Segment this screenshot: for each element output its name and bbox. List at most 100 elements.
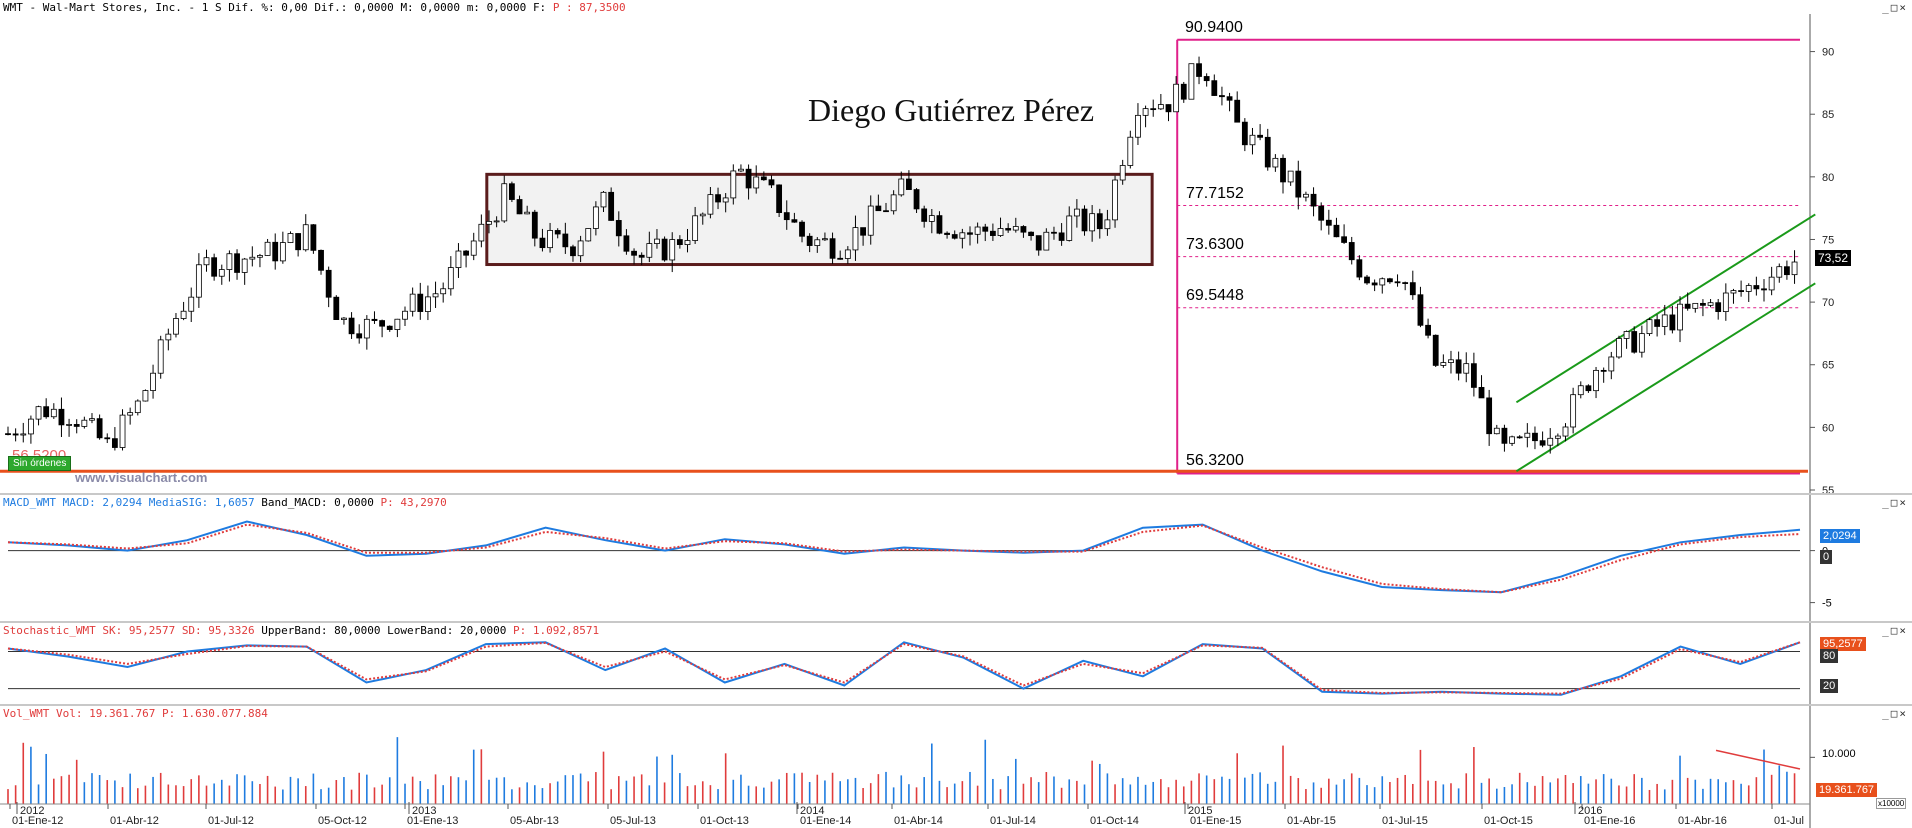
macd-panel[interactable]: MACD_WMT MACD: 2,0294 MediaSIG: 1,6057 B… [0,495,1912,621]
candle-body [791,219,798,223]
price-chart[interactable]: 55 60 65 70 75 80 85 90 [0,0,1912,493]
volume-window-buttons[interactable]: _□× [1882,707,1908,720]
macd-chart[interactable]: -5 0 [0,495,1912,621]
volume-value-tag: 19.361.767 [1816,783,1878,797]
candle-body [455,250,462,268]
orders-badge[interactable]: Sin órdenes [8,456,72,471]
volume-chart[interactable]: 01-Ene-12 01-Abr-12 01-Jul-12 05-Oct-12 01-E… [0,706,1912,828]
candle-body [936,215,943,234]
candle-body [409,293,416,312]
candle-body [333,296,340,320]
candle-body [654,238,660,244]
candle-body [447,267,454,290]
series-line-sd [7,641,1801,695]
candle-body [287,233,294,243]
candle-body [272,241,279,262]
candle-body [1142,108,1149,116]
candle-body [1722,292,1729,313]
candle-body [1196,63,1202,77]
candle-body [5,433,11,436]
candle-body [1707,302,1714,306]
candle-body [539,237,546,249]
candle-body [264,241,271,256]
candle-body [1089,213,1096,232]
candle-body [852,227,859,251]
candle-body [417,293,424,312]
candle-body [1738,290,1745,292]
candle-body [997,228,1004,236]
candle-body [707,194,714,215]
macd-window-buttons[interactable]: _□× [1882,496,1908,509]
candle-body [1073,208,1080,217]
price-panel[interactable]: WMT - Wal-Mart Stores, Inc. - 1 S Dif. %… [0,0,1912,493]
candle-body [1669,314,1676,331]
candle-body [516,199,523,215]
candle-body [669,239,676,261]
series-line-mediasig [7,523,1801,594]
candle-body [180,310,187,319]
separator[interactable] [0,493,1912,495]
candle-body [1257,134,1264,138]
company-name: Wal-Mart Stores, Inc. [42,1,182,14]
candle-body [501,183,508,222]
candle-body [1661,314,1668,327]
series-line-sk [7,641,1801,696]
candle-body [73,424,80,427]
volume-tick-10000: 10.000 [1822,748,1856,760]
stochastic-panel[interactable]: Stochastic_WMT SK: 95,2577 SD: 95,3326 U… [0,623,1912,704]
candle-body [425,296,431,312]
price-window-buttons[interactable]: _□× [1882,1,1908,14]
candle-body [615,220,622,237]
candle-body [646,243,653,258]
candle-body [1509,436,1515,444]
year-label: 2012 [20,805,44,817]
consolidation-rectangle [485,172,1154,267]
candle-body [898,178,905,196]
candle-body [531,211,538,239]
y-tick-label: 60 [1822,422,1834,434]
candle-body [119,414,126,448]
candle-body [1761,288,1767,291]
year-label: 2014 [800,805,824,817]
x-tick-label: 01-Oct-13 [700,815,749,827]
stochastic-window-buttons[interactable]: _□× [1882,624,1908,637]
level-label-1: 77.7152 [1186,185,1244,202]
candle-body [142,390,149,402]
x-tick-label: 05-Oct-12 [318,815,367,827]
dif: 0,0000 [354,1,394,14]
candle-body [661,238,668,261]
candle-body [585,228,592,242]
candle-body [1554,435,1561,439]
volume-panel[interactable]: Vol_WMT Vol: 19.361.767 P: 1.630.077.884… [0,706,1912,828]
author-label: Diego Gutiérrez Pérez [808,92,1095,128]
x-tick-label: 01-Abr-16 [1678,815,1727,827]
stochastic-upper-tag: 80 [1820,649,1839,663]
candle-body [1623,331,1630,339]
candle-body [913,189,920,210]
candle-body [1402,282,1409,284]
x-tick-label: 01-Oct-14 [1090,815,1139,827]
x-tick-label: 01-Ene-16 [1584,815,1635,827]
candle-body [1173,83,1180,113]
candle-body [860,227,866,236]
candle-body [1547,437,1554,446]
x-tick-label: 05-Abr-13 [510,815,559,827]
candle-body [1203,76,1210,82]
stochastic-lower-tag: 20 [1820,679,1839,693]
candle-body [684,240,691,245]
year-label: 2015 [1188,805,1212,817]
candle-body [1524,432,1531,438]
separator[interactable] [0,621,1912,623]
candle-body [967,232,973,235]
candle-body [1287,170,1294,183]
min: 0,0000 [486,1,527,14]
candle-body [96,418,103,439]
stochastic-chart[interactable] [0,623,1912,704]
candle-body [1356,259,1363,278]
candle-body [1219,95,1225,98]
x-tick-label: 01-Ene-12 [12,815,63,827]
candle-body [1249,134,1256,146]
separator[interactable] [0,704,1912,706]
candle-body [974,226,981,235]
candle-body [50,408,57,418]
